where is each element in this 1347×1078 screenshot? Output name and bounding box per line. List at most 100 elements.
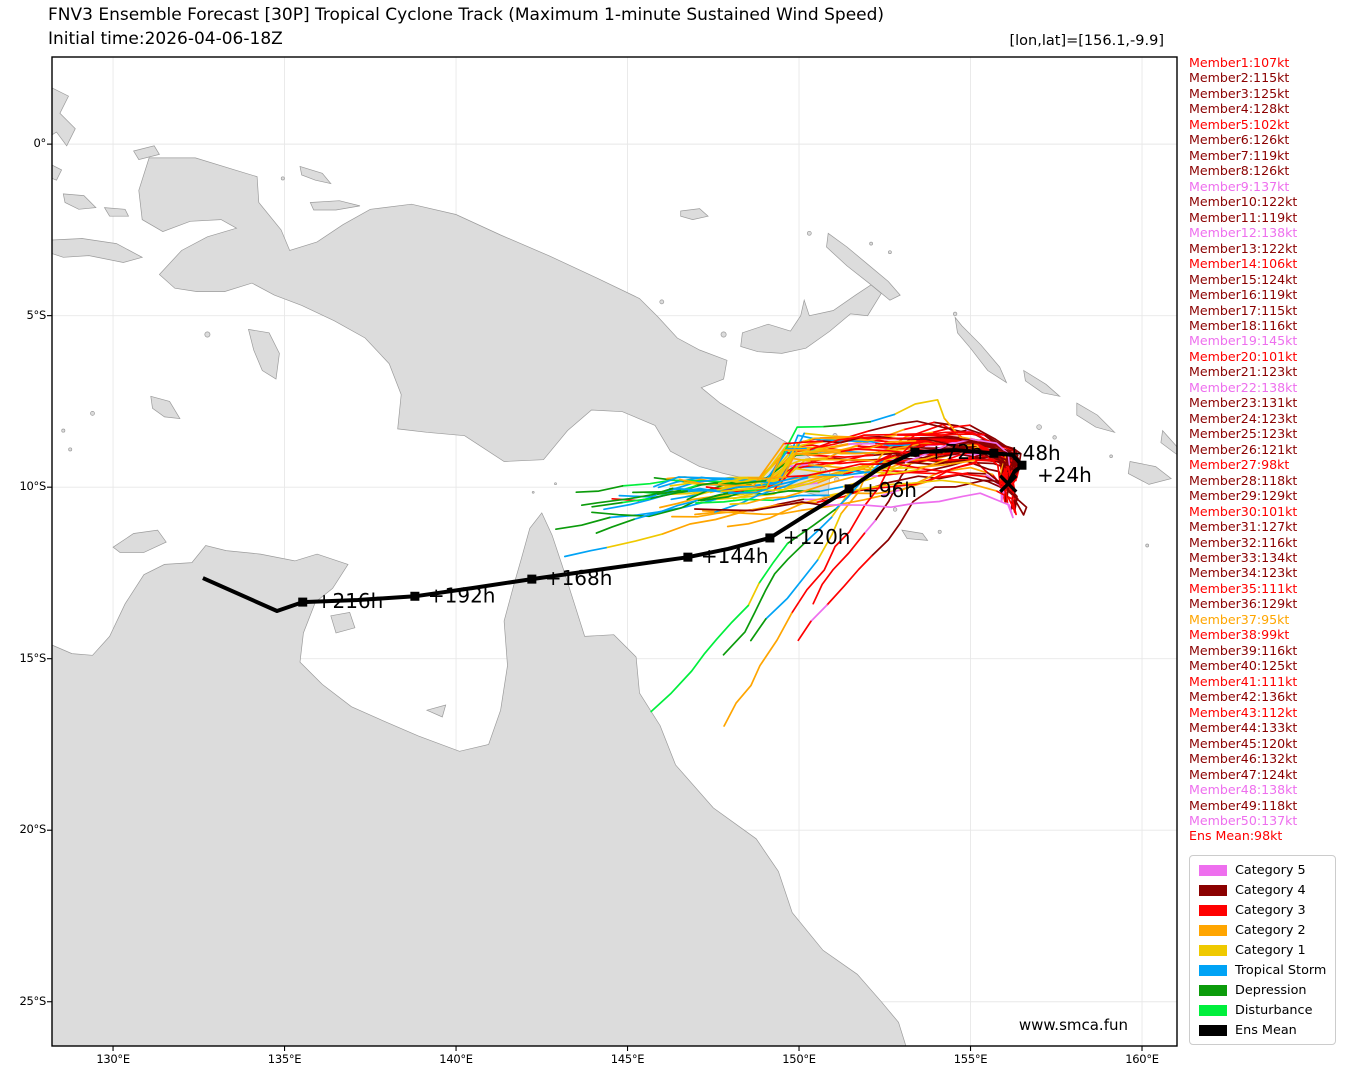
member-item: Member6:126kt [1189, 132, 1290, 148]
legend-label: Category 5 [1235, 862, 1306, 878]
member-track-segment [815, 472, 969, 504]
member-item: Member43:112kt [1189, 704, 1298, 720]
y-tick-label: 10°S [19, 479, 47, 494]
island-rendova [1052, 435, 1057, 440]
forecast-hour-label: +24h [1037, 463, 1092, 487]
member-track-segment [931, 424, 971, 434]
initial-position-label: [lon,lat]=[156.1,-9.9] [1009, 33, 1165, 49]
member-item: Member24:123kt [1189, 410, 1298, 426]
island-russell [1109, 454, 1113, 459]
forecast-hour-label: +168h [545, 566, 613, 590]
x-tick-label: 140°E [439, 1052, 473, 1066]
land-manus [680, 208, 709, 220]
mean-marker-+168h [527, 574, 537, 584]
member-item: Member12:138kt [1189, 225, 1298, 241]
member-item: Member48:138kt [1189, 782, 1298, 798]
member-track-segment [1003, 470, 1009, 481]
member-track-segment [797, 620, 812, 642]
member-item: Member23:131kt [1189, 395, 1298, 411]
member-item: Member22:138kt [1189, 379, 1298, 395]
legend-item-dep: Depression [1190, 981, 1335, 1000]
island-torres-2 [554, 482, 557, 486]
member-track-segment [868, 469, 918, 475]
member-track-segment [828, 479, 970, 497]
member-item: Member36:129kt [1189, 596, 1298, 612]
x-tick-label: 135°E [267, 1052, 302, 1066]
mean-marker-+72h [910, 447, 920, 457]
landmasses [52, 87, 1177, 1046]
land-malaita [1160, 429, 1177, 455]
axis-ticks [47, 143, 1143, 1051]
legend-item-cat1: Category 1 [1190, 941, 1335, 960]
mean-marker-+144h [683, 552, 693, 562]
land-aru-islands [248, 328, 280, 380]
member-item: Member33:134kt [1189, 550, 1298, 565]
x-tick-label: 160°E [1125, 1052, 1159, 1066]
land-new-ireland [826, 232, 901, 301]
member-track-segment [746, 475, 787, 480]
member-track-segment [693, 501, 824, 512]
member-track-segment [591, 501, 623, 508]
member-track-segment [879, 489, 900, 497]
member-track-segment [785, 463, 878, 478]
cat3-swatch-icon [1199, 904, 1227, 916]
member-track-segment [722, 540, 808, 656]
member-item: Member42:136kt [1189, 689, 1298, 705]
mean-swatch-icon [1199, 1024, 1227, 1036]
legend-label: Category 1 [1235, 942, 1306, 958]
island-buka [952, 311, 958, 317]
forecast-hour-label: +120h [783, 525, 851, 549]
member-track-segment [812, 532, 866, 605]
mean-marker-+96h [844, 484, 854, 494]
land-waigeo [133, 145, 160, 161]
member-track-segment [749, 618, 767, 642]
island-karkar [659, 299, 665, 305]
member-track-segment [832, 435, 859, 439]
member-track-segment [821, 443, 849, 450]
member-item: Member38:99kt [1189, 627, 1290, 643]
legend-item-cat4: Category 4 [1190, 881, 1335, 900]
mean-marker-+48h [989, 448, 999, 458]
member-track-segment [650, 604, 750, 713]
cat4-swatch-icon [1199, 884, 1227, 896]
member-item: Member37:95kt [1189, 611, 1290, 627]
legend-label: Ens Mean [1235, 1022, 1297, 1038]
member-track-segment [782, 440, 824, 445]
mean-marker-+120h [765, 533, 775, 543]
forecast-hour-label: +216h [316, 589, 384, 613]
member-track-segment [747, 582, 760, 607]
member-item: Member30:101kt [1189, 503, 1298, 519]
x-tick-label: 130°E [96, 1052, 130, 1066]
y-tick-label: 15°S [19, 650, 47, 665]
member-item: Member25:123kt [1189, 426, 1298, 442]
member-item: Member13:122kt [1189, 240, 1298, 256]
initial-position-x-marker [999, 474, 1018, 493]
member-track-segment [621, 497, 651, 504]
legend-item-dist: Disturbance [1190, 1001, 1335, 1020]
y-tick-label: 20°S [19, 822, 47, 837]
member-track-segment [822, 420, 872, 428]
member-track-segment [772, 494, 830, 502]
plot-frame [51, 56, 1178, 1047]
member-track-segment [723, 612, 793, 727]
member-track-segment [714, 453, 796, 492]
member-track-segment [759, 458, 827, 486]
land-tanimbar-islands [150, 395, 181, 420]
land-seram [52, 238, 144, 263]
island-babar [90, 411, 95, 416]
forecast-hour-label: +96h [862, 478, 917, 502]
land-tiwi-islands [112, 529, 167, 553]
land-santa-isabel [1076, 402, 1116, 433]
forecast-hour-label: +72h [928, 440, 983, 464]
legend-item-mean: Ens Mean [1190, 1021, 1335, 1040]
member-item: Member44:133kt [1189, 720, 1298, 736]
member-item: Member5:102kt [1189, 116, 1290, 132]
member-item: Member8:126kt [1189, 163, 1290, 179]
legend-item-cat2: Category 2 [1190, 921, 1335, 940]
member-track-segment [793, 450, 841, 456]
x-tick-label: 150°E [782, 1052, 816, 1066]
member-item: Member7:119kt [1189, 147, 1290, 163]
island-torres-1 [531, 490, 535, 494]
island-lihir [888, 250, 892, 255]
